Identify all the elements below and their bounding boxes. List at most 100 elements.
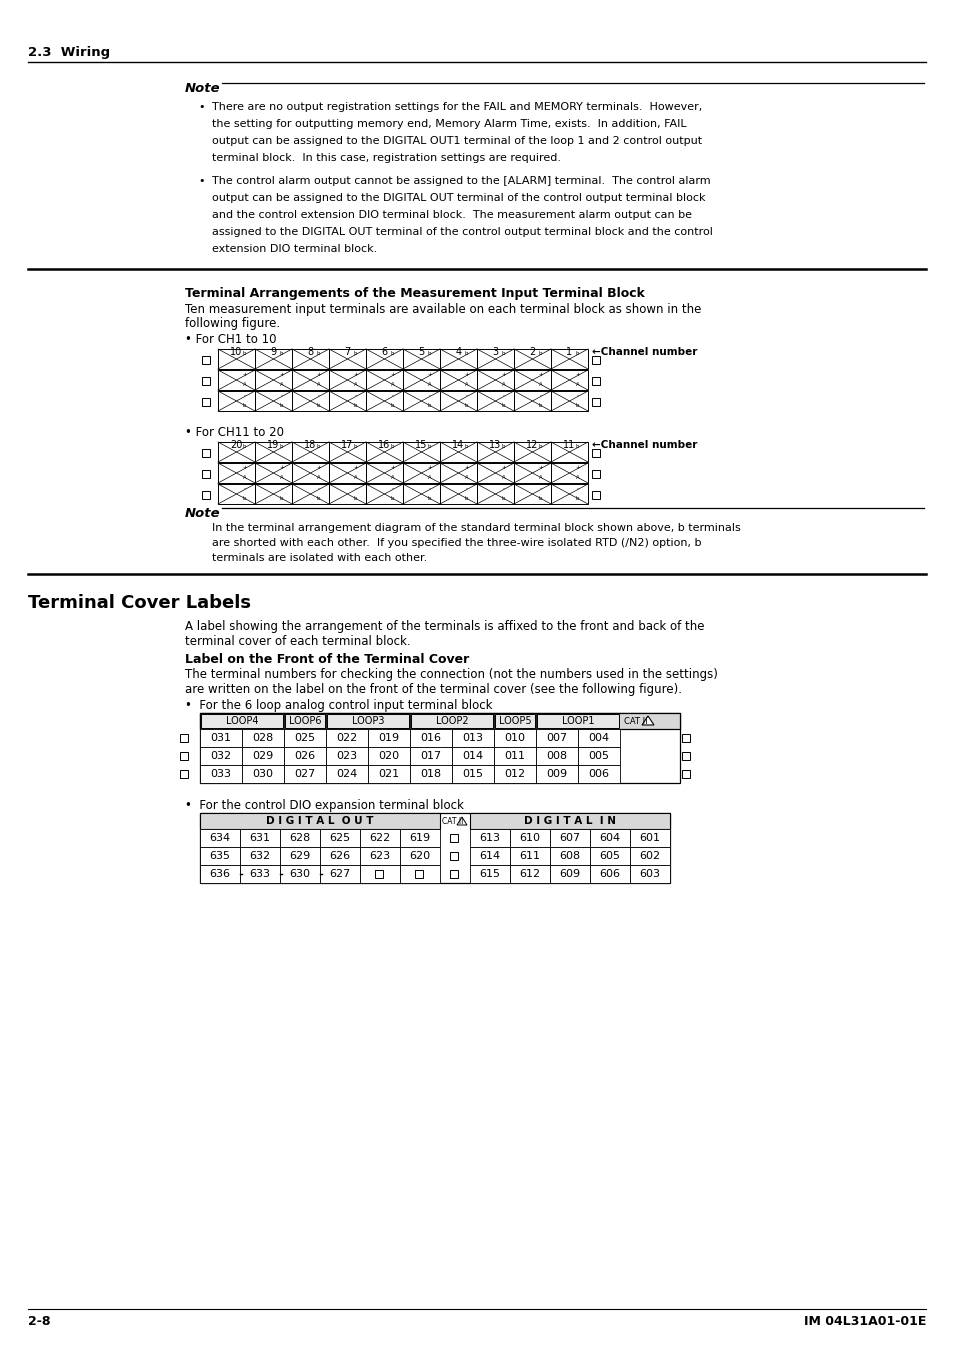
Bar xyxy=(411,713,493,728)
Text: A: A xyxy=(427,476,431,480)
Text: 021: 021 xyxy=(378,769,399,780)
Bar xyxy=(200,830,240,847)
Text: b: b xyxy=(428,403,431,408)
Text: 15: 15 xyxy=(415,440,427,450)
Text: Note: Note xyxy=(185,507,220,520)
Bar xyxy=(200,713,679,730)
Text: A: A xyxy=(576,476,578,480)
Bar xyxy=(292,349,329,369)
Text: 031: 031 xyxy=(211,734,232,743)
Bar xyxy=(510,847,550,865)
Text: b: b xyxy=(316,444,320,449)
Text: +: + xyxy=(353,465,357,470)
Text: A: A xyxy=(427,382,431,386)
Text: CAT II: CAT II xyxy=(623,716,647,725)
Text: b: b xyxy=(316,496,320,501)
Text: b: b xyxy=(576,444,578,449)
Bar xyxy=(476,484,514,504)
Bar xyxy=(439,463,476,484)
Bar xyxy=(578,765,619,784)
Text: 016: 016 xyxy=(420,734,441,743)
Text: 7: 7 xyxy=(344,347,351,357)
Bar xyxy=(494,747,536,765)
Text: D I G I T A L  I N: D I G I T A L I N xyxy=(523,816,616,825)
Text: 026: 026 xyxy=(294,751,315,761)
Bar xyxy=(589,865,629,884)
Text: A: A xyxy=(576,382,578,386)
Text: 005: 005 xyxy=(588,751,609,761)
Text: +: + xyxy=(427,465,432,470)
Text: 19: 19 xyxy=(267,440,279,450)
Text: -: - xyxy=(392,486,394,490)
Text: •  For the 6 loop analog control input terminal block: • For the 6 loop analog control input te… xyxy=(185,698,492,712)
Bar xyxy=(452,747,494,765)
Bar xyxy=(402,442,439,462)
Text: A: A xyxy=(243,476,246,480)
Text: 605: 605 xyxy=(598,851,619,861)
Bar xyxy=(514,370,551,390)
Text: 014: 014 xyxy=(462,751,483,761)
Text: 610: 610 xyxy=(519,834,540,843)
Bar xyxy=(254,370,292,390)
Bar xyxy=(536,730,578,747)
Bar xyxy=(319,865,359,884)
Text: -: - xyxy=(280,393,282,399)
Text: IM 04L31A01-01E: IM 04L31A01-01E xyxy=(802,1315,925,1328)
Text: 015: 015 xyxy=(462,769,483,780)
Text: A label showing the arrangement of the terminals is affixed to the front and bac: A label showing the arrangement of the t… xyxy=(185,620,703,634)
Bar xyxy=(514,484,551,504)
Bar xyxy=(399,830,439,847)
Text: 635: 635 xyxy=(210,851,231,861)
Bar xyxy=(218,442,254,462)
Text: b: b xyxy=(538,403,541,408)
Bar xyxy=(292,463,329,484)
Text: 006: 006 xyxy=(588,769,609,780)
Bar xyxy=(329,463,366,484)
Text: 009: 009 xyxy=(546,769,567,780)
Text: -: - xyxy=(539,486,541,490)
Text: LOOP4: LOOP4 xyxy=(226,716,258,725)
Bar xyxy=(292,484,329,504)
Bar xyxy=(410,765,452,784)
Bar xyxy=(514,463,551,484)
Text: b: b xyxy=(243,351,246,355)
Bar xyxy=(410,747,452,765)
Bar xyxy=(218,349,254,369)
Bar xyxy=(202,377,210,385)
Bar xyxy=(200,713,679,784)
Text: ←Channel number: ←Channel number xyxy=(592,347,697,357)
Text: b: b xyxy=(538,496,541,501)
Text: A: A xyxy=(464,382,468,386)
Bar xyxy=(359,847,399,865)
Text: 609: 609 xyxy=(558,869,580,880)
Text: 607: 607 xyxy=(558,834,580,843)
Bar xyxy=(254,442,292,462)
Text: 634: 634 xyxy=(210,834,231,843)
Bar xyxy=(402,390,439,411)
Bar xyxy=(629,847,669,865)
Bar xyxy=(589,847,629,865)
Text: 020: 020 xyxy=(378,751,399,761)
Text: LOOP6: LOOP6 xyxy=(289,716,321,725)
Bar xyxy=(399,847,439,865)
Bar xyxy=(629,865,669,884)
Text: A: A xyxy=(354,382,357,386)
Text: LOOP3: LOOP3 xyxy=(352,716,384,725)
Text: 632: 632 xyxy=(249,851,271,861)
Text: 027: 027 xyxy=(294,769,315,780)
Text: •: • xyxy=(198,176,204,186)
Text: 033: 033 xyxy=(211,769,232,780)
Bar xyxy=(536,765,578,784)
Text: 6: 6 xyxy=(381,347,387,357)
Text: +: + xyxy=(279,465,284,470)
Text: 601: 601 xyxy=(639,834,659,843)
Text: -: - xyxy=(577,486,578,490)
Text: A: A xyxy=(538,382,542,386)
Text: 017: 017 xyxy=(420,751,441,761)
Text: terminals are isolated with each other.: terminals are isolated with each other. xyxy=(212,553,427,563)
Text: 614: 614 xyxy=(479,851,500,861)
Text: A: A xyxy=(243,382,246,386)
Bar xyxy=(402,484,439,504)
Text: b: b xyxy=(243,444,246,449)
Text: LOOP2: LOOP2 xyxy=(436,716,468,725)
